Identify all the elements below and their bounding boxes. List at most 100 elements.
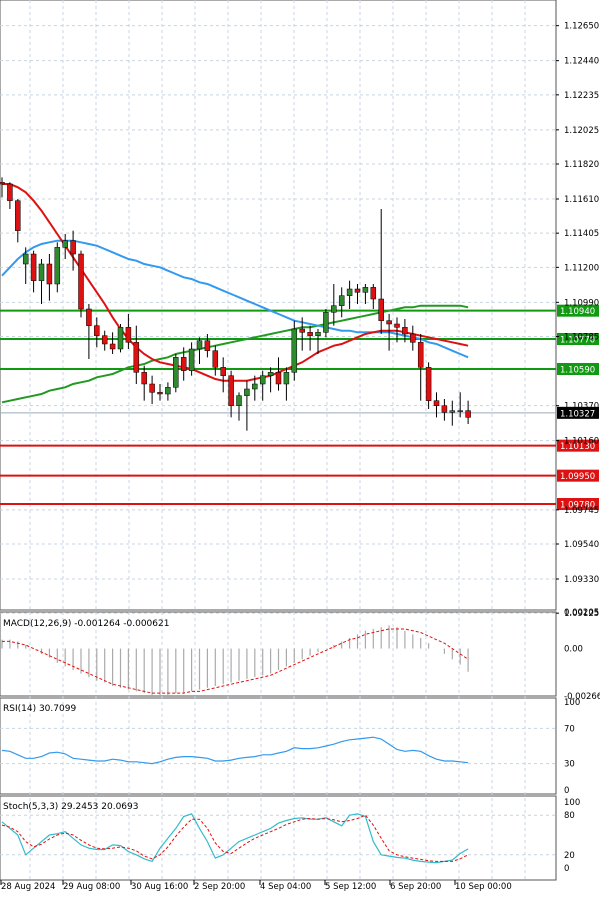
candle-body — [180, 357, 187, 371]
candle — [299, 317, 305, 351]
stoch-panel: 100 80 20 0 — [0, 798, 580, 874]
current-price-label: 1.10327 — [560, 409, 595, 419]
price-tick-label: 1.10990 — [564, 298, 599, 308]
candle-body — [94, 325, 100, 336]
current-price-badge — [557, 406, 599, 419]
candle — [180, 347, 187, 381]
time-label: 2 Sep 20:00 — [194, 882, 245, 892]
candle — [465, 400, 471, 424]
candle-body — [465, 410, 471, 418]
candle-body — [283, 372, 290, 385]
candle-body — [228, 375, 234, 406]
candle — [173, 354, 179, 393]
ema-fast-line — [2, 183, 469, 382]
candle-body — [402, 327, 408, 335]
price-tick-label: 1.11610 — [564, 195, 599, 205]
candle — [62, 234, 68, 259]
candle-body — [70, 240, 76, 255]
candle — [188, 342, 195, 376]
candle — [15, 199, 21, 243]
time-label: 4 Sep 04:00 — [260, 882, 311, 892]
candle — [54, 242, 61, 293]
rsi-tick-label: 0 — [564, 786, 569, 796]
candle-body — [315, 332, 321, 336]
candle-body — [188, 348, 195, 371]
candle — [433, 392, 440, 418]
candle — [252, 375, 258, 401]
candle-body — [62, 240, 68, 248]
support-label: 1.09950 — [560, 472, 595, 482]
candle-body — [425, 367, 432, 401]
candle-body — [457, 410, 463, 412]
macd-panel: 0.002051 0.00 -0.00266 — [1, 608, 600, 702]
macd-tick-label: 0.002051 — [564, 608, 600, 618]
rsi-label: RSI(14) 30.7099 — [3, 704, 76, 714]
price-tick-label: 1.11200 — [564, 263, 599, 273]
ema-mid-line — [1, 239, 469, 359]
candle — [417, 334, 424, 401]
rsi-tick-label: 100 — [564, 698, 580, 708]
candle — [46, 254, 53, 301]
candle-body — [125, 327, 132, 343]
candle — [220, 357, 226, 393]
support-label: 1.09780 — [560, 501, 595, 511]
candle-body — [299, 328, 305, 333]
candle-body — [173, 357, 179, 388]
macd-tick-label: -0.00266 — [564, 692, 600, 702]
candle — [204, 334, 211, 358]
price-tick-label: 1.12025 — [564, 126, 599, 136]
candle-body — [394, 323, 400, 328]
candle-body — [259, 375, 266, 385]
rsi-panel: 100 70 30 0 — [0, 698, 580, 796]
candle-body — [7, 183, 13, 201]
candle — [157, 384, 163, 401]
candle — [394, 317, 400, 343]
candle — [149, 375, 155, 404]
candle — [362, 284, 369, 304]
resistance-badge — [557, 333, 599, 345]
candle — [30, 250, 37, 293]
candle — [244, 380, 250, 431]
candle — [141, 365, 147, 401]
candle-body — [133, 342, 140, 373]
candle-body — [410, 333, 416, 343]
candle-body — [86, 308, 92, 326]
candle-body — [157, 392, 163, 395]
candle — [236, 392, 242, 421]
stoch-signal-line — [1, 814, 469, 862]
candle — [402, 319, 408, 343]
rsi-tick-label: 70 — [564, 724, 575, 734]
candle — [0, 177, 5, 198]
candle-body — [0, 182, 5, 185]
macd-tick-label: 0.00 — [564, 645, 583, 655]
rsi-line — [1, 736, 469, 765]
ema-slow-line — [1, 304, 469, 404]
candle-body — [433, 400, 440, 406]
price-levels: 1.10940 1.10770 1.10590 1.10130 1.09950 1.097… — [0, 304, 599, 511]
candles — [0, 177, 471, 431]
candle — [354, 284, 361, 304]
candle-body — [117, 327, 124, 350]
candle — [267, 367, 274, 393]
candle-body — [220, 367, 226, 376]
candle-body — [378, 298, 384, 321]
stoch-tick-label: 0 — [564, 864, 569, 874]
candle-body — [441, 405, 448, 413]
stoch-tick-label: 100 — [564, 798, 580, 808]
candle — [275, 357, 282, 391]
resistance-badge — [557, 304, 599, 317]
candle-body — [30, 253, 37, 281]
time-label: 28 Aug 2024 — [1, 882, 55, 892]
price-tick-label: 1.12650 — [564, 22, 599, 32]
candle-body — [291, 328, 298, 373]
candle-body — [354, 288, 361, 293]
candle — [425, 362, 432, 409]
candle-body — [267, 372, 274, 376]
candle-body — [22, 253, 29, 265]
support-badge — [557, 469, 599, 482]
resistance-badge — [557, 363, 599, 375]
price-tick-label: 1.11405 — [564, 229, 599, 239]
price-tick-label: 1.09125 — [564, 609, 599, 619]
panel-frame — [0, 611, 557, 697]
